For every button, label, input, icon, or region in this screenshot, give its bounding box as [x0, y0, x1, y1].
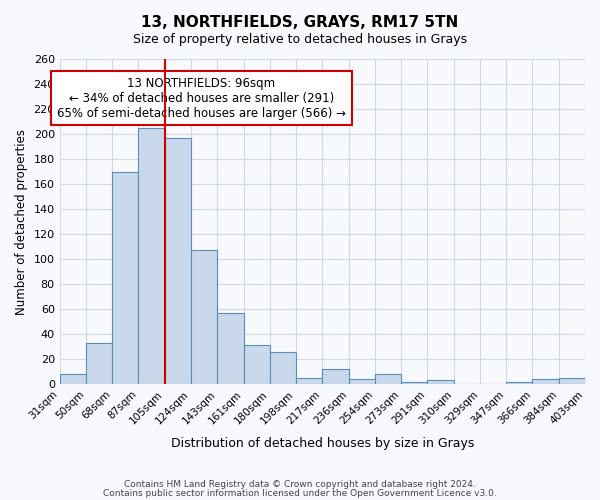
- Bar: [217, 313, 244, 384]
- Bar: [506, 382, 532, 384]
- Bar: [375, 374, 401, 384]
- Text: Contains public sector information licensed under the Open Government Licence v3: Contains public sector information licen…: [103, 488, 497, 498]
- Bar: [296, 378, 322, 384]
- Text: 13, NORTHFIELDS, GRAYS, RM17 5TN: 13, NORTHFIELDS, GRAYS, RM17 5TN: [142, 15, 458, 30]
- Bar: [401, 382, 427, 384]
- Bar: [165, 138, 191, 384]
- Bar: [112, 172, 139, 384]
- Y-axis label: Number of detached properties: Number of detached properties: [15, 128, 28, 314]
- Text: 13 NORTHFIELDS: 96sqm
← 34% of detached houses are smaller (291)
65% of semi-det: 13 NORTHFIELDS: 96sqm ← 34% of detached …: [57, 76, 346, 120]
- Bar: [59, 374, 86, 384]
- Bar: [244, 346, 270, 384]
- Bar: [349, 379, 375, 384]
- Text: Size of property relative to detached houses in Grays: Size of property relative to detached ho…: [133, 32, 467, 46]
- Bar: [427, 380, 454, 384]
- Bar: [270, 352, 296, 384]
- Bar: [532, 379, 559, 384]
- Bar: [139, 128, 165, 384]
- Bar: [559, 378, 585, 384]
- Bar: [86, 343, 112, 384]
- Bar: [322, 369, 349, 384]
- X-axis label: Distribution of detached houses by size in Grays: Distribution of detached houses by size …: [170, 437, 474, 450]
- Text: Contains HM Land Registry data © Crown copyright and database right 2024.: Contains HM Land Registry data © Crown c…: [124, 480, 476, 489]
- Bar: [191, 250, 217, 384]
